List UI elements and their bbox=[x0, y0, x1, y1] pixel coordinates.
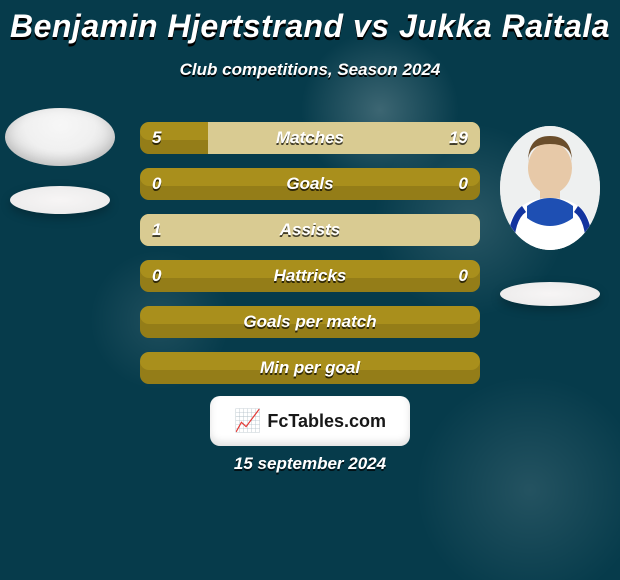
avatar-shadow bbox=[500, 282, 600, 306]
player-right-avatar bbox=[500, 126, 600, 250]
stat-value-right: 0 bbox=[447, 168, 480, 200]
stat-label: Hattricks bbox=[140, 260, 480, 292]
stats-bars: Matches519Goals00Assists1Hattricks00Goal… bbox=[140, 122, 480, 384]
player-right bbox=[490, 126, 610, 306]
brand-badge: 📈 FcTables.com bbox=[210, 396, 410, 446]
player-left-avatar bbox=[5, 108, 115, 166]
stat-value-left: 1 bbox=[140, 214, 173, 246]
stat-value-right: 0 bbox=[447, 260, 480, 292]
stat-bar: Hattricks0 0 bbox=[140, 260, 480, 292]
page-title: Benjamin Hjertstrand vs Jukka Raitala bbox=[0, 8, 620, 45]
stat-value-right: 19 bbox=[437, 122, 480, 154]
stat-value-left: 0 bbox=[140, 260, 173, 292]
stat-bar: Goals per match bbox=[140, 306, 480, 338]
stat-value-left: 0 bbox=[140, 168, 173, 200]
stat-bar: Assists1 bbox=[140, 214, 480, 246]
page-subtitle: Club competitions, Season 2024 bbox=[0, 60, 620, 80]
stat-label: Goals per match bbox=[140, 306, 480, 338]
stat-bar: Matches5 19 bbox=[140, 122, 480, 154]
stat-value-left: 5 bbox=[140, 122, 173, 154]
brand-icon: 📈 bbox=[234, 410, 261, 432]
stat-label: Goals bbox=[140, 168, 480, 200]
stat-label: Min per goal bbox=[140, 352, 480, 384]
stat-label: Matches bbox=[140, 122, 480, 154]
brand-label: FcTables.com bbox=[267, 411, 386, 432]
avatar-shadow bbox=[10, 186, 110, 214]
player-photo-icon bbox=[500, 126, 600, 250]
snapshot-date: 15 september 2024 bbox=[0, 454, 620, 474]
stat-bar: Goals0 0 bbox=[140, 168, 480, 200]
stat-bar: Min per goal bbox=[140, 352, 480, 384]
comparison-card: Benjamin Hjertstrand vs Jukka Raitala Cl… bbox=[0, 0, 620, 580]
player-left bbox=[0, 108, 120, 214]
stat-label: Assists bbox=[140, 214, 480, 246]
